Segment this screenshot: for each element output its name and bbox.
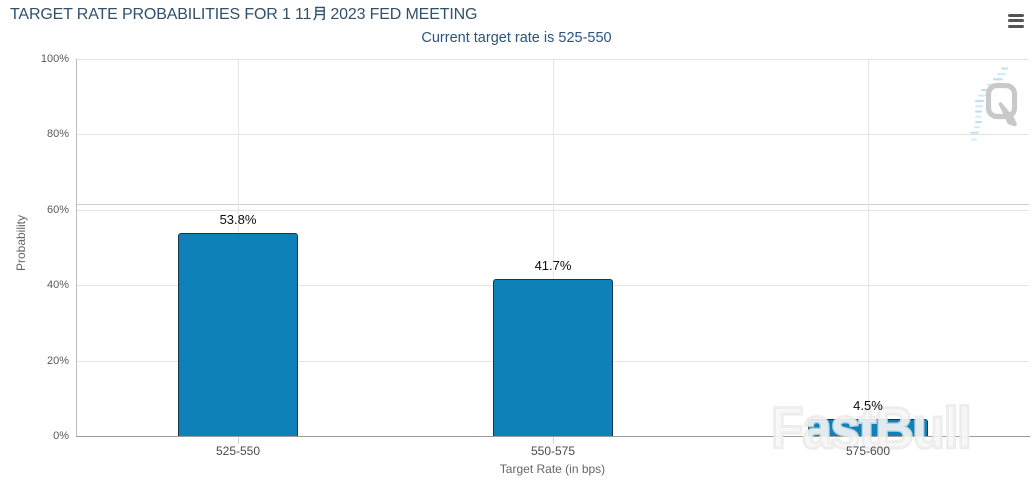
x-axis-category-label: 575-600 xyxy=(845,444,891,458)
logo-speed-dash xyxy=(975,100,984,103)
logo-speed-dash xyxy=(975,110,982,113)
y-axis-tick-label: 20% xyxy=(46,355,69,367)
bar-550-575 xyxy=(493,279,613,436)
chart-subtitle: Current target rate is 525-550 xyxy=(421,30,612,46)
chart-title: TARGET RATE PROBABILITIES FOR 1 11 2023 … xyxy=(10,5,477,25)
logo-speed-dash xyxy=(997,73,1006,76)
y-gridline xyxy=(76,210,1029,211)
y-axis-tick-label: 100% xyxy=(40,53,69,65)
hamburger-icon-bar xyxy=(1008,24,1024,28)
x-gridline xyxy=(553,59,554,436)
logo-q-ring xyxy=(985,82,1018,120)
y-axis-title: Probability xyxy=(14,214,28,272)
y-axis-tick-label: 80% xyxy=(46,128,69,140)
logo-speed-dash xyxy=(978,94,986,97)
bar-value-label: 53.8% xyxy=(219,212,257,227)
hamburger-icon-bar xyxy=(1008,19,1024,23)
q-logo-watermark xyxy=(970,67,1018,141)
y-plotline xyxy=(76,204,1029,205)
x-axis-line xyxy=(76,436,1030,437)
y-axis-tick-label: 60% xyxy=(46,204,69,216)
logo-speed-dash xyxy=(975,115,981,118)
y-gridline xyxy=(76,134,1029,135)
bar-525-550 xyxy=(178,233,298,436)
logo-q-tail xyxy=(998,102,1017,127)
logo-speed-dash xyxy=(993,78,1003,81)
logo-speed-dash xyxy=(971,138,977,141)
logo-speed-dash xyxy=(970,131,979,134)
logo-speed-dash xyxy=(974,126,980,129)
x-axis-category-label: 550-575 xyxy=(530,444,576,458)
logo-speed-dash xyxy=(1001,67,1008,70)
logo-speed-dash xyxy=(975,121,982,124)
bar-value-label: 41.7% xyxy=(534,258,572,273)
x-axis-tick xyxy=(868,436,869,444)
chart-title-part1: TARGET RATE PROBABILITIES FOR 1 11 xyxy=(10,6,312,23)
x-axis-title: Target Rate (in bps) xyxy=(499,462,606,476)
x-axis-tick xyxy=(553,436,554,444)
bar-value-label: 4.5% xyxy=(853,398,883,413)
fastbull-watermark: FastBull xyxy=(770,396,974,461)
hamburger-icon-bar xyxy=(1008,14,1024,17)
chart-context-menu-button[interactable] xyxy=(1008,14,1025,29)
y-axis-tick-label: 40% xyxy=(46,279,69,291)
logo-speed-dash xyxy=(975,105,983,108)
chart-title-part2: 2023 FED MEETING xyxy=(330,6,478,23)
x-axis-category-label: 525-550 xyxy=(215,444,261,458)
month-kanji-glyph xyxy=(313,6,326,21)
bar-575-600 xyxy=(808,419,928,436)
y-gridline xyxy=(76,59,1029,60)
x-gridline xyxy=(868,59,869,436)
y-axis-line xyxy=(76,59,77,436)
x-axis-tick xyxy=(238,436,239,444)
y-axis-tick-label: 0% xyxy=(53,430,69,442)
